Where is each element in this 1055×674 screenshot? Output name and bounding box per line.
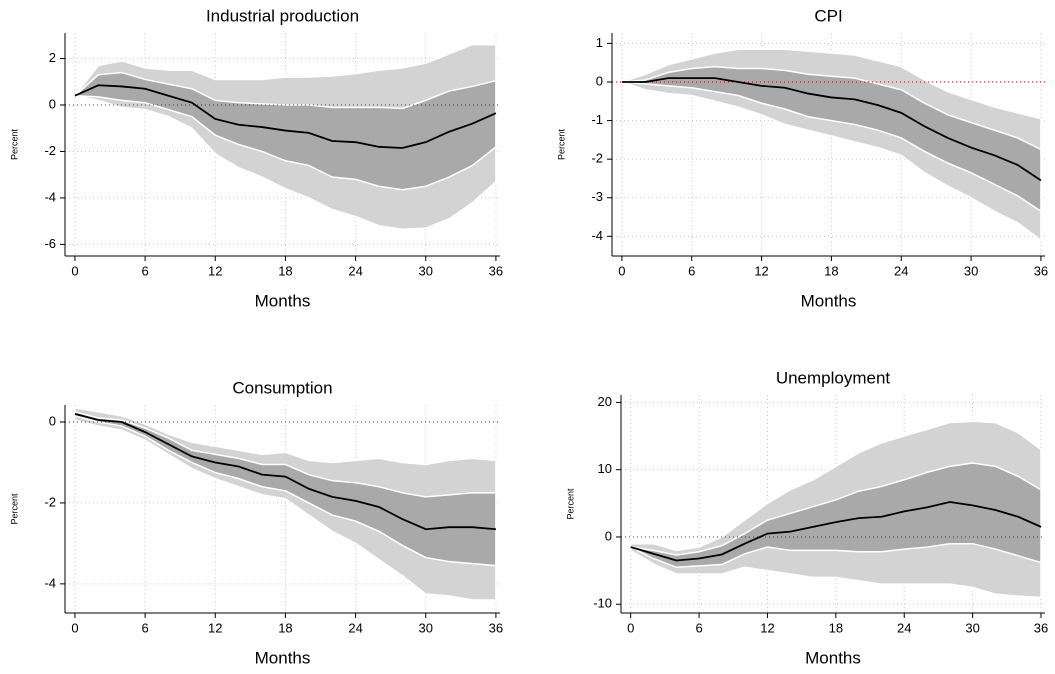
y-tick-label: 0	[596, 73, 603, 88]
y-axis-label: Percent	[565, 488, 575, 520]
x-axis-label: Months	[805, 648, 861, 667]
irf-line	[74, 84, 497, 149]
y-axis-label: Percent	[556, 128, 566, 160]
x-tick-label: 36	[489, 263, 503, 278]
x-tick-label: 30	[965, 620, 979, 635]
y-axis-label: Percent	[9, 128, 19, 160]
y-tick-label: 1	[596, 35, 603, 50]
y-tick-label: 20	[598, 394, 612, 409]
x-tick-label: 24	[894, 263, 908, 278]
x-tick-label: 6	[141, 263, 148, 278]
y-tick-label: 0	[605, 528, 612, 543]
x-tick-label: 6	[695, 620, 702, 635]
x-tick-label: 36	[1034, 620, 1048, 635]
y-tick-label: -2	[591, 151, 603, 166]
y-tick-label: -2	[44, 494, 56, 509]
chart-title: Industrial production	[206, 6, 359, 25]
irf-line	[74, 413, 496, 531]
y-tick-label: -4	[44, 189, 56, 204]
x-tick-label: 18	[278, 620, 292, 635]
y-axis-label: Percent	[9, 493, 19, 525]
x-axis-label: Months	[801, 291, 857, 310]
x-tick-label: 30	[419, 620, 433, 635]
x-tick-label: 6	[141, 620, 148, 635]
x-tick-label: 18	[824, 263, 838, 278]
x-tick-label: 12	[208, 620, 222, 635]
x-axis-label: Months	[255, 648, 311, 667]
y-tick-label: -6	[44, 236, 56, 251]
x-tick-label: 24	[897, 620, 911, 635]
x-tick-label: 24	[348, 620, 362, 635]
x-tick-label: 18	[829, 620, 843, 635]
x-tick-label: 18	[278, 263, 292, 278]
x-tick-label: 36	[489, 620, 503, 635]
y-tick-label: 2	[49, 50, 56, 65]
x-tick-label: 36	[1034, 263, 1048, 278]
y-tick-label: -2	[44, 143, 56, 158]
y-tick-label: 0	[49, 96, 56, 111]
x-tick-label: 30	[964, 263, 978, 278]
x-tick-label: 0	[618, 263, 625, 278]
x-tick-label: 0	[71, 263, 78, 278]
y-tick-label: -4	[44, 575, 56, 590]
x-tick-label: 6	[688, 263, 695, 278]
x-tick-label: 12	[760, 620, 774, 635]
y-tick-label: 10	[598, 461, 612, 476]
x-tick-label: 12	[208, 263, 222, 278]
y-tick-label: 0	[49, 413, 56, 428]
irf-line	[621, 77, 1042, 182]
x-tick-label: 12	[754, 263, 768, 278]
x-tick-label: 0	[71, 620, 78, 635]
chart-title: CPI	[814, 6, 842, 25]
chart-title: Unemployment	[776, 368, 891, 387]
y-tick-label: -10	[593, 596, 612, 611]
x-tick-label: 30	[419, 263, 433, 278]
x-tick-label: 24	[348, 263, 362, 278]
chart-title: Consumption	[232, 378, 332, 397]
irf-line	[630, 501, 1042, 562]
y-tick-label: -4	[591, 228, 603, 243]
y-tick-label: -3	[591, 189, 603, 204]
x-tick-label: 0	[627, 620, 634, 635]
y-tick-label: -1	[591, 112, 603, 127]
x-axis-label: Months	[255, 291, 311, 310]
